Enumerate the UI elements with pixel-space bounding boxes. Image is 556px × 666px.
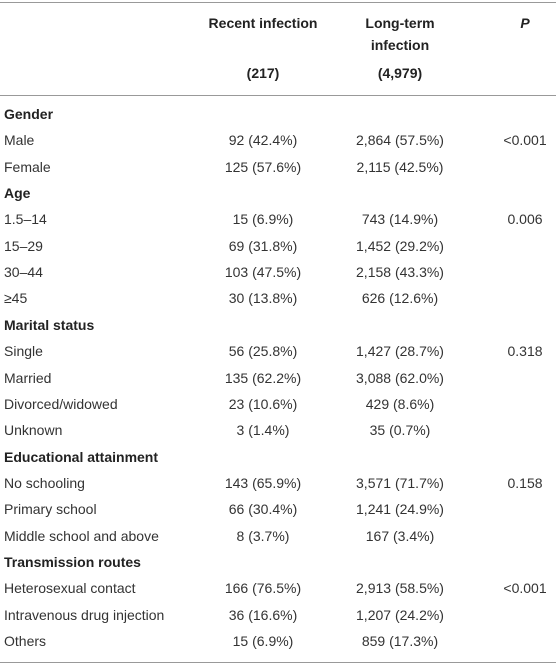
rule <box>0 95 556 96</box>
row-label: 15–29 <box>4 237 43 254</box>
cell: 3,088 (62.0%) <box>356 369 444 386</box>
col-title: Long-term infection <box>365 15 435 53</box>
row-label: 1.5–14 <box>4 211 47 228</box>
cell: 69 (31.8%) <box>228 237 298 254</box>
row-label: Male <box>4 132 35 149</box>
cell: 1,207 (24.2%) <box>356 606 444 623</box>
section-title: Educational attainment <box>4 448 159 465</box>
row-label: Single <box>4 343 43 360</box>
row-label: Female <box>4 158 51 175</box>
cell: 1,241 (24.9%) <box>356 501 444 518</box>
cell: 859 (17.3%) <box>361 633 439 649</box>
cell: 167 (3.4%) <box>365 527 435 544</box>
row-label: ≥45 <box>4 290 28 307</box>
cell: 23 (10.6%) <box>228 395 298 412</box>
row-label: Middle school and above <box>4 527 159 544</box>
section-title: Gender <box>4 106 54 122</box>
cell: 143 (65.9%) <box>224 474 302 491</box>
row-label: No schooling <box>4 474 85 491</box>
col-n: (217) <box>246 65 280 81</box>
cell: 103 (47.5%) <box>224 264 302 281</box>
row-label: Married <box>4 369 52 386</box>
cell: 8 (3.7%) <box>236 527 290 544</box>
cell: 0.158 <box>507 474 543 491</box>
rule <box>0 662 556 663</box>
cell: 3,571 (71.7%) <box>356 474 444 491</box>
cell: 15 (6.9%) <box>232 633 294 649</box>
cell: 35 (0.7%) <box>369 422 431 439</box>
section-title: Marital status <box>4 316 95 333</box>
cell: 166 (76.5%) <box>224 580 302 597</box>
cell: <0.001 <box>503 580 547 597</box>
rule <box>0 2 556 3</box>
row-label: Intravenous drug injection <box>4 606 165 623</box>
col-title: P <box>520 15 530 31</box>
row-label: Others <box>4 633 47 649</box>
cell: 626 (12.6%) <box>361 290 439 307</box>
col-title: Recent infection <box>208 15 318 31</box>
cell: 135 (62.2%) <box>224 369 302 386</box>
row-label: Primary school <box>4 501 97 518</box>
cell: 125 (57.6%) <box>224 158 302 175</box>
cell: 30 (13.8%) <box>228 290 298 307</box>
row-label: 30–44 <box>4 264 43 281</box>
row-label: Divorced/widowed <box>4 395 118 412</box>
section-title: Transmission routes <box>4 553 141 570</box>
cell: 2,913 (58.5%) <box>356 580 444 597</box>
cell: 0.006 <box>507 211 543 228</box>
cell: <0.001 <box>503 132 547 149</box>
cell: 2,115 (42.5%) <box>356 158 444 175</box>
cell: 743 (14.9%) <box>361 211 439 228</box>
cell: 429 (8.6%) <box>365 395 435 412</box>
section-title: Age <box>4 185 31 202</box>
row-label: Unknown <box>4 422 63 439</box>
cell: 56 (25.8%) <box>228 343 298 360</box>
cell: 2,158 (43.3%) <box>356 264 444 281</box>
cell: 36 (16.6%) <box>228 606 298 623</box>
cell: 15 (6.9%) <box>232 211 294 228</box>
cell: 3 (1.4%) <box>236 422 290 439</box>
cell: 2,864 (57.5%) <box>356 132 444 149</box>
cell: 0.318 <box>507 343 543 360</box>
cell: 92 (42.4%) <box>228 132 298 149</box>
col-n: (4,979) <box>377 65 423 81</box>
row-label: Heterosexual contact <box>4 580 136 597</box>
cell: 1,427 (28.7%) <box>356 343 444 360</box>
cell: 66 (30.4%) <box>228 501 298 518</box>
cell: 1,452 (29.2%) <box>356 237 444 254</box>
